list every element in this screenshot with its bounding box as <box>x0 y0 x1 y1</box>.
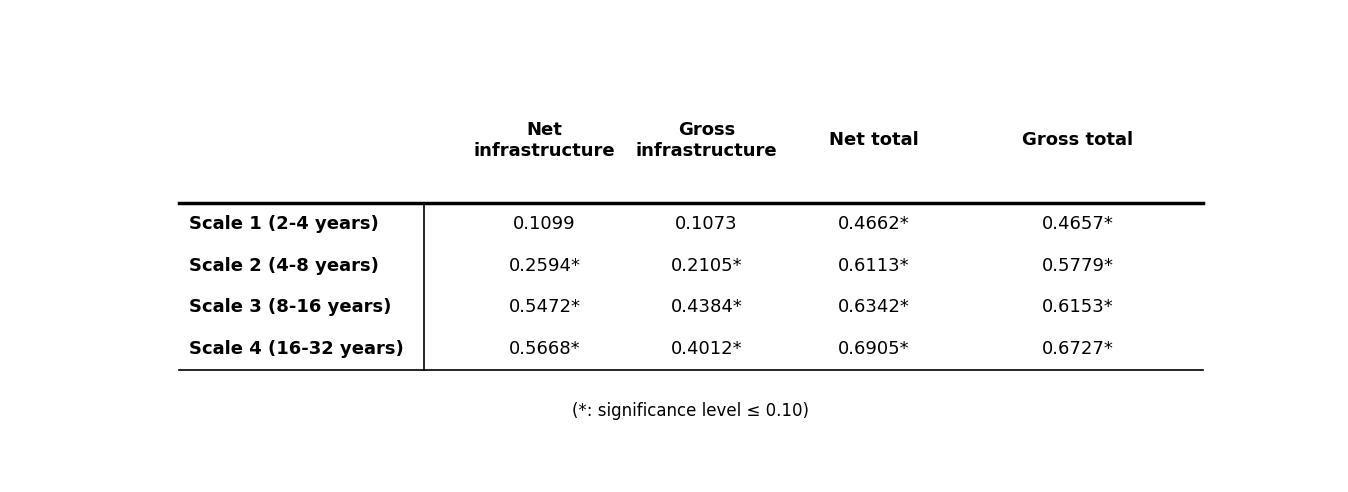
Text: 0.4012*: 0.4012* <box>671 340 743 358</box>
Text: Gross
infrastructure: Gross infrastructure <box>636 121 778 160</box>
Text: Net total: Net total <box>829 131 918 150</box>
Text: 0.5779*: 0.5779* <box>1042 256 1113 275</box>
Text: 0.4662*: 0.4662* <box>838 215 910 233</box>
Text: 0.6342*: 0.6342* <box>837 298 910 316</box>
Text: Net
infrastructure: Net infrastructure <box>473 121 616 160</box>
Text: 0.6113*: 0.6113* <box>838 256 910 275</box>
Text: Scale 1 (2-4 years): Scale 1 (2-4 years) <box>189 215 379 233</box>
Text: 0.6153*: 0.6153* <box>1042 298 1113 316</box>
Text: 0.4384*: 0.4384* <box>670 298 743 316</box>
Text: 0.5668*: 0.5668* <box>508 340 581 358</box>
Text: 0.6905*: 0.6905* <box>838 340 910 358</box>
Text: 0.2105*: 0.2105* <box>671 256 743 275</box>
Text: Scale 4 (16-32 years): Scale 4 (16-32 years) <box>189 340 404 358</box>
Text: Gross total: Gross total <box>1022 131 1132 150</box>
Text: (*: significance level ≤ 0.10): (*: significance level ≤ 0.10) <box>573 402 809 420</box>
Text: 0.5472*: 0.5472* <box>508 298 581 316</box>
Text: 0.2594*: 0.2594* <box>508 256 581 275</box>
Text: 0.4657*: 0.4657* <box>1042 215 1113 233</box>
Text: 0.1099: 0.1099 <box>514 215 576 233</box>
Text: Scale 3 (8-16 years): Scale 3 (8-16 years) <box>189 298 392 316</box>
Text: 0.6727*: 0.6727* <box>1042 340 1113 358</box>
Text: Scale 2 (4-8 years): Scale 2 (4-8 years) <box>189 256 379 275</box>
Text: 0.1073: 0.1073 <box>675 215 737 233</box>
